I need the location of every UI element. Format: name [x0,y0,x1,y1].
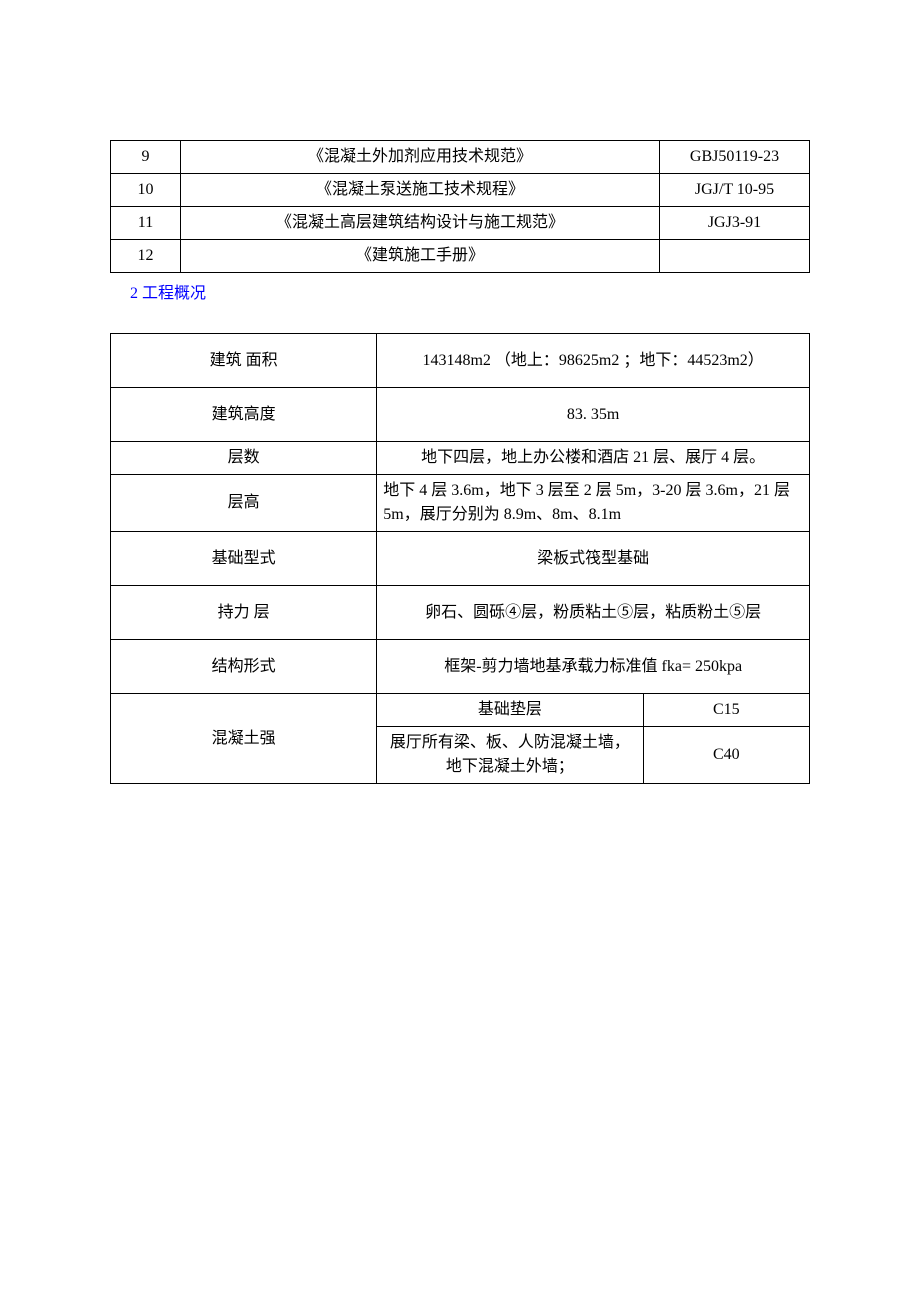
table-row: 建筑高度 83. 35m [111,388,810,442]
row-label: 层数 [111,442,377,475]
standards-table: 9 《混凝土外加剂应用技术规范》 GBJ50119-23 10 《混凝土泵送施工… [110,140,810,273]
section-title: 2 工程概况 [130,279,810,303]
row-value: 地下 4 层 3.6m，地下 3 层至 2 层 5m，3-20 层 3.6m，2… [377,475,810,532]
row-label: 建筑高度 [111,388,377,442]
table-row: 结构形式 框架-剪力墙地基承载力标准值 fka= 250kpa [111,640,810,694]
table-row: 混凝土强 基础垫层 C15 [111,694,810,727]
row-label: 混凝土强 [111,694,377,784]
table-row: 基础型式 梁板式筏型基础 [111,532,810,586]
row-value: 梁板式筏型基础 [377,532,810,586]
row-label: 持力 层 [111,586,377,640]
table-row: 层数 地下四层，地上办公楼和酒店 21 层、展厅 4 层。 [111,442,810,475]
table-row: 建筑 面积 143148m2 （地上：98625m2 ；地下：44523m2） [111,334,810,388]
standard-code [660,240,810,273]
row-number: 9 [111,141,181,174]
row-value: 地下四层，地上办公楼和酒店 21 层、展厅 4 层。 [377,442,810,475]
concrete-grade: C40 [643,727,809,784]
row-number: 11 [111,207,181,240]
table-row: 层高 地下 4 层 3.6m，地下 3 层至 2 层 5m，3-20 层 3.6… [111,475,810,532]
row-label: 层高 [111,475,377,532]
concrete-desc: 基础垫层 [377,694,643,727]
row-value: 框架-剪力墙地基承载力标准值 fka= 250kpa [377,640,810,694]
standard-title: 《混凝土外加剂应用技术规范》 [181,141,660,174]
table-row: 11 《混凝土高层建筑结构设计与施工规范》 JGJ3-91 [111,207,810,240]
standard-title: 《混凝土高层建筑结构设计与施工规范》 [181,207,660,240]
table-row: 持力 层 卵石、圆砾④层，粉质粘土⑤层，粘质粉土⑤层 [111,586,810,640]
row-value: 卵石、圆砾④层，粉质粘土⑤层，粘质粉土⑤层 [377,586,810,640]
row-value: 143148m2 （地上：98625m2 ；地下：44523m2） [377,334,810,388]
row-label: 建筑 面积 [111,334,377,388]
concrete-grade: C15 [643,694,809,727]
standard-code: GBJ50119-23 [660,141,810,174]
row-value: 83. 35m [377,388,810,442]
row-number: 10 [111,174,181,207]
table-row: 9 《混凝土外加剂应用技术规范》 GBJ50119-23 [111,141,810,174]
row-number: 12 [111,240,181,273]
table-row: 10 《混凝土泵送施工技术规程》 JGJ/T 10-95 [111,174,810,207]
project-overview-table: 建筑 面积 143148m2 （地上：98625m2 ；地下：44523m2） … [110,333,810,784]
standard-title: 《建筑施工手册》 [181,240,660,273]
standard-code: JGJ3-91 [660,207,810,240]
standard-code: JGJ/T 10-95 [660,174,810,207]
concrete-desc: 展厅所有梁、板、人防混凝土墙，地下混凝土外墙； [377,727,643,784]
table-row: 12 《建筑施工手册》 [111,240,810,273]
standard-title: 《混凝土泵送施工技术规程》 [181,174,660,207]
row-label: 基础型式 [111,532,377,586]
row-label: 结构形式 [111,640,377,694]
